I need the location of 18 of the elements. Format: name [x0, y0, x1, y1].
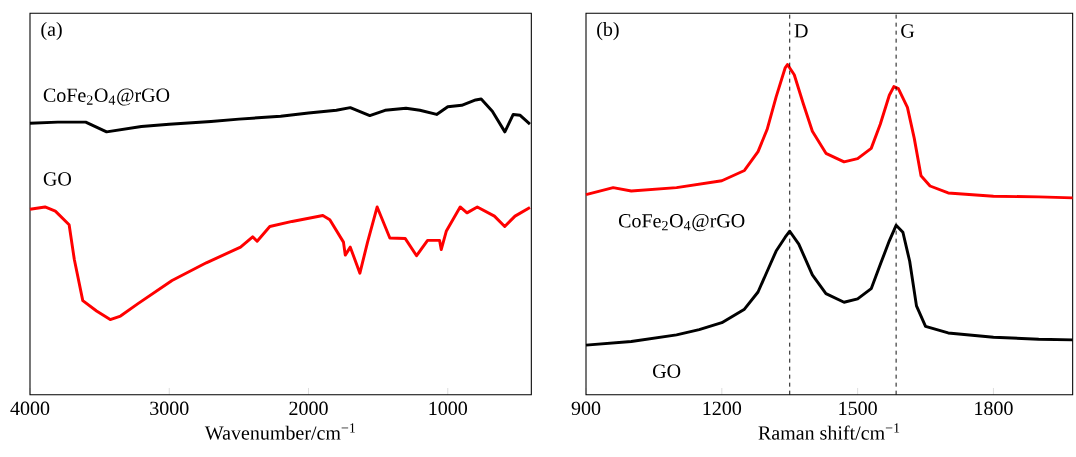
ref-line-label: G	[901, 24, 915, 38]
x-tick-label: 3000	[150, 401, 189, 415]
series-label: GO	[43, 172, 72, 186]
chart-title: (b)	[597, 21, 619, 40]
series-label: CoFe$_{2}$O$_{4}$@rGO	[43, 88, 170, 106]
x-tick-label: 1000	[429, 401, 468, 415]
x-tick-label: 1200	[703, 401, 742, 415]
chart-title: (a)	[41, 21, 62, 40]
x-axis-title: Raman shift/cm$^{−1}$	[758, 423, 900, 440]
x-axis-title: Wavenumber/cm$^{−1}$	[204, 423, 355, 440]
x-tick-label: 1500	[839, 401, 877, 415]
ref-line-label: D	[794, 24, 808, 38]
x-tick-label: 2000	[289, 401, 328, 415]
x-tick-label: 4000	[10, 401, 50, 415]
series-label: CoFe$_{2}$O$_{4}$@rGO	[618, 213, 745, 231]
series-label: GO	[653, 364, 681, 378]
x-tick-label: 900	[571, 401, 601, 415]
x-tick-label: 1800	[975, 401, 1013, 415]
